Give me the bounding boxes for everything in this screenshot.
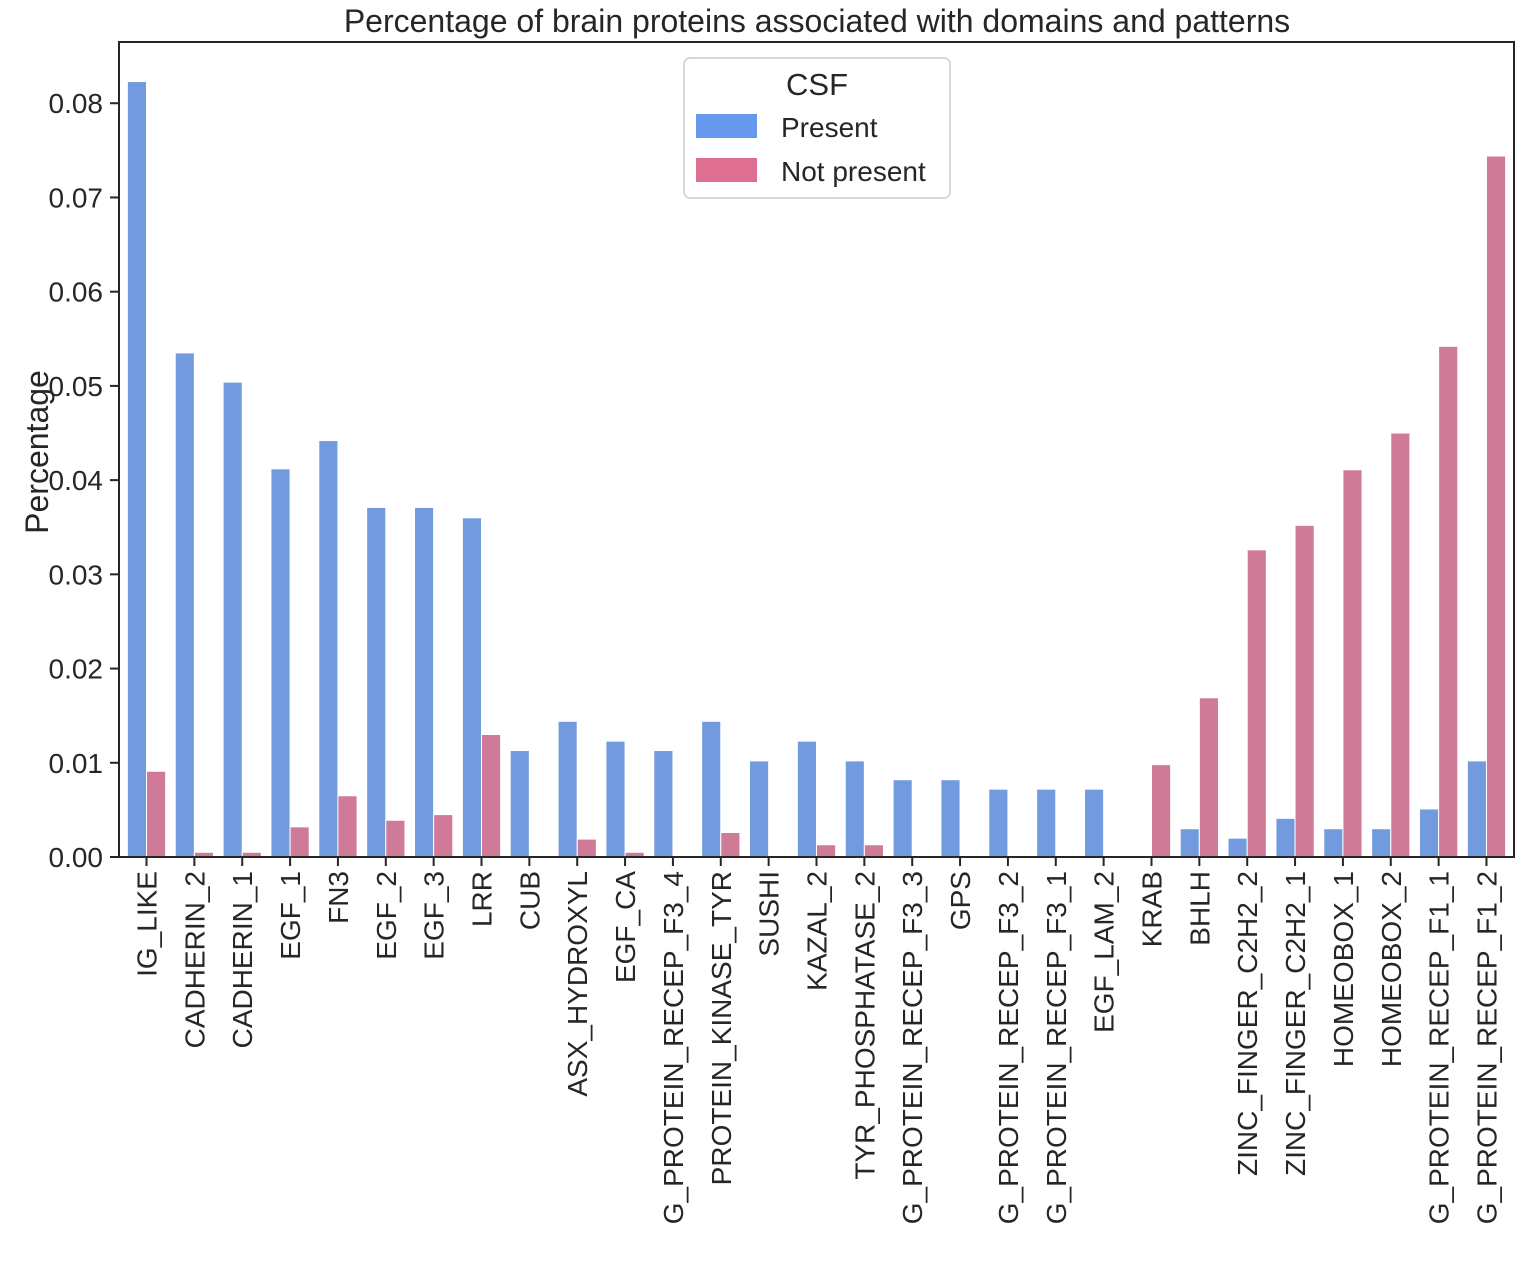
x-tick-label: HOMEOBOX_2 <box>1376 871 1407 1067</box>
y-axis-title: Percentage <box>19 370 55 534</box>
bar-present-zinc-finger-c2h2-2 <box>1227 837 1248 858</box>
y-tick-label: 0.01 <box>49 748 104 779</box>
bar-not-present-zinc-finger-c2h2-1 <box>1294 524 1315 858</box>
bar-not-present-egf-1 <box>289 826 310 858</box>
x-tick-label: GPS <box>945 871 976 930</box>
bar-not-present-egf-2 <box>385 819 406 858</box>
x-tick-label: PROTEIN_KINASE_TYR <box>706 871 737 1185</box>
legend-label-not-present: Not present <box>781 156 926 187</box>
bar-present-homeobox-2 <box>1371 828 1392 858</box>
y-tick-label: 0.08 <box>49 88 104 119</box>
x-tick-label: KAZAL_2 <box>802 871 833 991</box>
bar-not-present-krab <box>1150 764 1172 858</box>
x-tick-label: EGF_2 <box>371 871 402 960</box>
x-tick-label: G_PROTEIN_RECEP_F1_2 <box>1471 871 1502 1224</box>
x-tick-label: ZINC_FINGER_C2H2_1 <box>1280 871 1311 1176</box>
bar-not-present-zinc-finger-c2h2-2 <box>1246 549 1267 858</box>
y-tick-label: 0.00 <box>49 842 104 873</box>
bar-present-cub <box>509 750 530 858</box>
x-tick-label: G_PROTEIN_RECEP_F3_1 <box>1041 871 1072 1224</box>
bar-present-ig-like <box>126 81 148 858</box>
bar-present-egf-1 <box>270 468 291 858</box>
x-tick-label: EGF_3 <box>419 871 450 960</box>
x-tick-label: CUB <box>514 871 545 930</box>
x-tick-label: BHLH <box>1184 871 1215 946</box>
x-tick-label: IG_LIKE <box>132 871 163 977</box>
bars-layer <box>126 81 1507 858</box>
plot-frame <box>118 41 1515 858</box>
bar-not-present-protein-kinase-tyr <box>720 832 741 858</box>
y-tick-label: 0.05 <box>49 371 104 402</box>
x-tick-label: CADHERIN_1 <box>227 871 258 1048</box>
bar-present-cadherin-2 <box>174 352 195 858</box>
bar-not-present-tyr-phosphatase-2 <box>863 844 884 858</box>
legend-title: CSF <box>786 67 848 102</box>
x-tick-label: TYR_PHOSPHATASE_2 <box>849 871 880 1180</box>
x-tick-label: EGF_1 <box>275 871 306 960</box>
bar-present-gps <box>940 779 961 858</box>
legend-swatch-present <box>696 114 757 138</box>
y-tick-label: 0.06 <box>49 277 104 308</box>
x-tick-label: ZINC_FINGER_C2H2_2 <box>1232 871 1263 1176</box>
legend-label-present: Present <box>781 112 878 143</box>
bar-present-g-protein-recep-f1-1 <box>1418 808 1440 858</box>
bar-present-tyr-phosphatase-2 <box>844 760 865 858</box>
y-axis: 0.00 0.01 0.02 0.03 0.04 0.05 0.06 0.07 0.08 <box>49 88 119 873</box>
x-tick-label: SUSHI <box>754 871 785 957</box>
bar-present-kazal-2 <box>796 740 817 858</box>
bar-not-present-g-protein-recep-f1-2 <box>1485 155 1507 858</box>
x-tick-label: G_PROTEIN_RECEP_F1_1 <box>1424 871 1455 1224</box>
bar-not-present-egf-3 <box>433 814 454 858</box>
bar-present-fn3 <box>318 440 339 858</box>
bar-present-g-protein-recep-f1-2 <box>1466 760 1487 858</box>
bar-present-lrr <box>461 517 483 858</box>
bar-not-present-lrr <box>481 734 502 858</box>
bar-not-present-bhlh <box>1198 697 1219 858</box>
x-tick-label: EGF_LAM_2 <box>1089 871 1120 1033</box>
bar-not-present-asx-hydroxyl <box>576 838 597 858</box>
y-tick-label: 0.02 <box>49 654 104 685</box>
x-tick-label: G_PROTEIN_RECEP_F3_2 <box>993 871 1024 1224</box>
chart-title: Percentage of brain proteins associated … <box>344 3 1290 39</box>
legend-swatch-not-present <box>696 158 757 182</box>
bar-present-g-protein-recep-f3-4 <box>653 750 674 858</box>
bar-present-egf-3 <box>414 506 435 858</box>
legend: CSF Present Not present <box>683 57 951 199</box>
bar-present-egf-lam-2 <box>1083 788 1105 858</box>
x-tick-label: FN3 <box>323 871 354 924</box>
bar-present-homeobox-1 <box>1323 828 1344 858</box>
x-tick-label: LRR <box>467 871 498 927</box>
bar-not-present-g-protein-recep-f1-1 <box>1438 345 1459 858</box>
x-tick-label: CADHERIN_2 <box>179 871 210 1048</box>
x-tick-label: ASX_HYDROXYL <box>562 871 593 1097</box>
bar-not-present-ig-like <box>146 770 167 858</box>
bar-present-sushi <box>749 760 770 858</box>
x-tick-label: EGF_CA <box>610 871 641 983</box>
y-tick-label: 0.03 <box>49 559 104 590</box>
x-tick-label: HOMEOBOX_1 <box>1328 871 1359 1067</box>
bar-present-g-protein-recep-f3-3 <box>892 779 913 858</box>
x-axis: IG_LIKE CADHERIN_2 CADHERIN_1 EGF_1 FN3 EGF_2… <box>132 857 1502 1224</box>
y-tick-label: 0.04 <box>49 465 104 496</box>
bar-present-g-protein-recep-f3-1 <box>1036 788 1057 858</box>
bar-present-g-protein-recep-f3-2 <box>988 788 1009 858</box>
bar-not-present-fn3 <box>337 795 358 858</box>
x-tick-label: G_PROTEIN_RECEP_F3_3 <box>897 871 928 1224</box>
bar-present-cadherin-1 <box>222 381 243 858</box>
bar-present-asx-hydroxyl <box>557 720 578 858</box>
x-tick-label: KRAB <box>1136 871 1167 947</box>
bar-present-zinc-finger-c2h2-1 <box>1275 817 1296 858</box>
bar-present-egf-ca <box>605 740 626 858</box>
bar-not-present-homeobox-2 <box>1390 432 1411 858</box>
bar-not-present-kazal-2 <box>816 844 837 858</box>
bar-present-egf-2 <box>366 506 387 858</box>
x-tick-label: G_PROTEIN_RECEP_F3_4 <box>658 871 689 1224</box>
y-tick-label: 0.07 <box>49 182 104 213</box>
bar-present-bhlh <box>1179 828 1200 858</box>
bar-not-present-homeobox-1 <box>1342 469 1363 858</box>
bar-present-protein-kinase-tyr <box>701 720 722 858</box>
